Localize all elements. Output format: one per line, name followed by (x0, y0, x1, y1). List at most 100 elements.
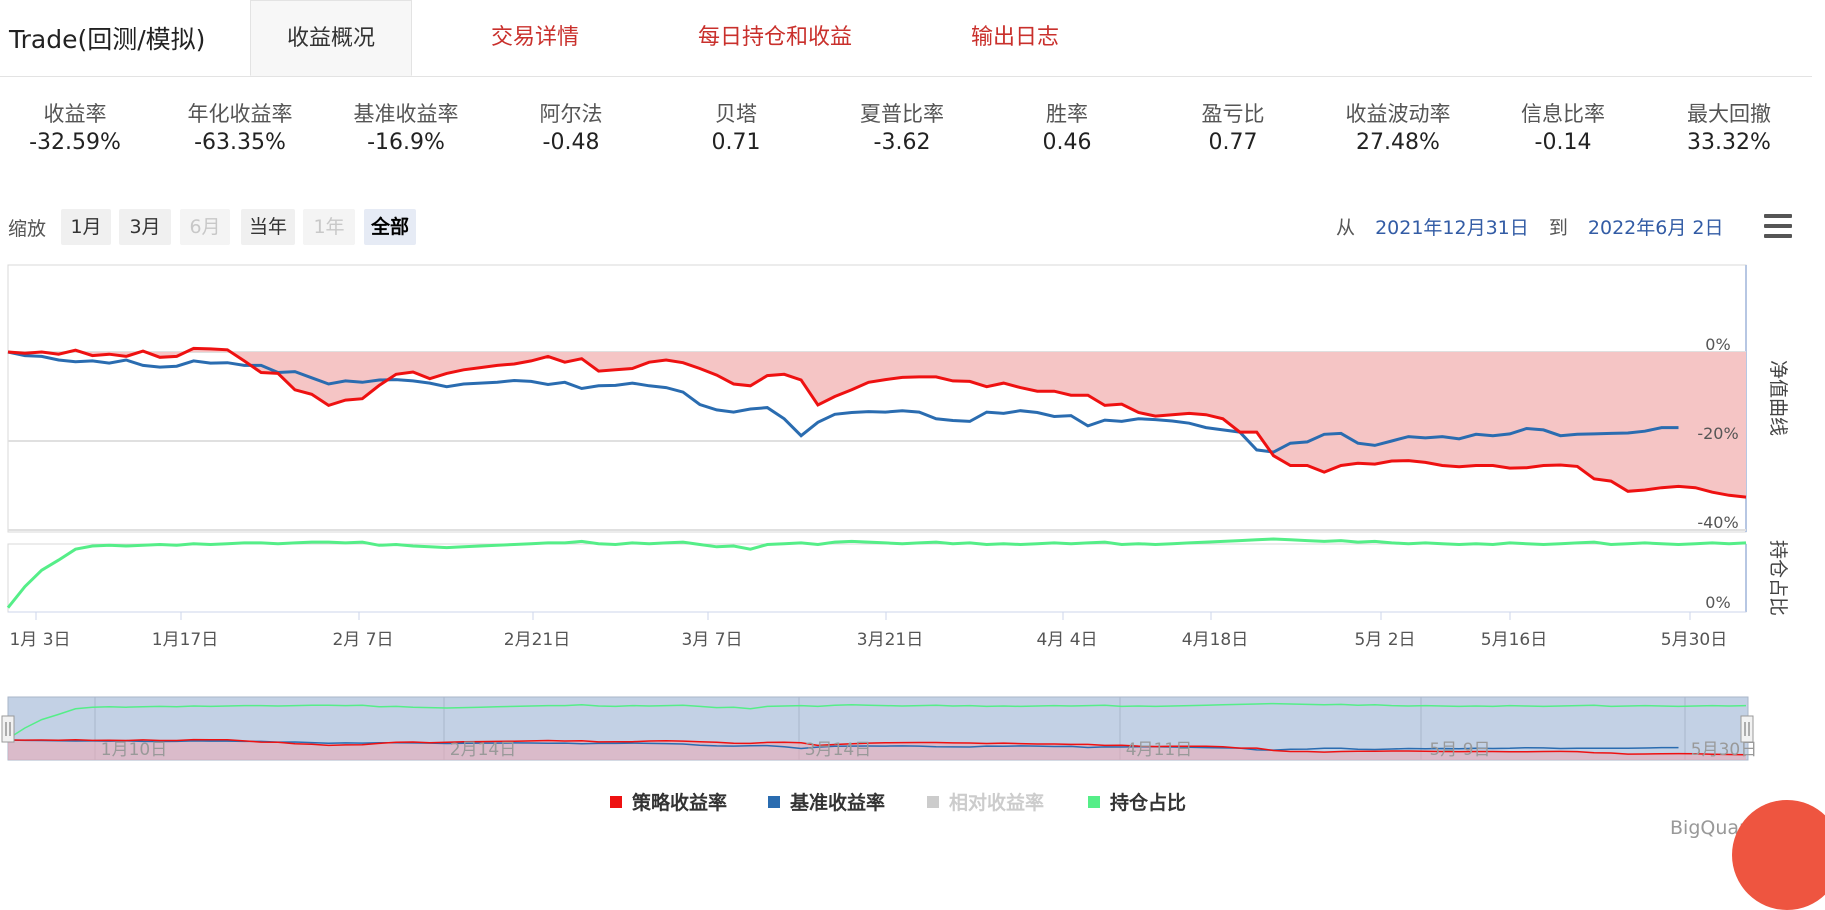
zoom-3m-button[interactable]: 3月 (119, 209, 171, 245)
range-from-date[interactable]: 2021年12月31日 (1375, 217, 1529, 239)
y-tick-minus40: -40% (1697, 513, 1738, 532)
legend-label: 基准收益率 (790, 792, 886, 814)
position-pane-frame (7, 543, 1747, 613)
metric-information-ratio: 信息比率 -0.14 (1488, 100, 1638, 158)
metric-return: 收益率 -32.59% (0, 100, 150, 158)
legend-label: 相对收益率 (949, 792, 1045, 814)
legend-label: 策略收益率 (632, 792, 728, 814)
range-to-word: 到 (1548, 217, 1568, 239)
zoom-ytd-button[interactable]: 当年 (241, 209, 295, 245)
x-tick-label: 1月17日 (152, 630, 218, 650)
metric-profit-loss-ratio: 盈亏比 0.77 (1158, 100, 1308, 158)
metric-label: 夏普比率 (860, 102, 944, 126)
metric-win-rate: 胜率 0.46 (992, 100, 1142, 158)
tab-overview[interactable]: 收益概况 (250, 0, 412, 76)
x-tick-label: 3月21日 (857, 630, 923, 650)
navigator-strategy-area (8, 739, 1746, 760)
tab-output-log[interactable]: 输出日志 (970, 25, 1059, 50)
navigator-tick-label: 3月14日 (805, 740, 871, 760)
zoom-6m-button[interactable]: 6月 (180, 209, 230, 245)
tab-daily-positions[interactable]: 每日持仓和收益 (697, 25, 852, 50)
metric-value: -0.48 (542, 130, 600, 155)
benchmark-line[interactable] (7, 350, 1679, 454)
x-tick-label: 2月21日 (504, 630, 570, 650)
metric-label: 年化收益率 (187, 102, 293, 126)
metric-label: 胜率 (1046, 102, 1088, 126)
x-tick-label: 1月 3日 (9, 630, 70, 650)
legend-swatch (768, 796, 780, 808)
legend-label: 持仓占比 (1110, 792, 1187, 814)
x-tick-label: 5月30日 (1661, 630, 1727, 650)
returns-chart[interactable]: 0% -20% -40% 净值曲线 0% 持仓占比 1月 3日 1月17日 2月 7… (0, 0, 1812, 785)
legend-item-position[interactable]: 持仓占比 (1088, 788, 1186, 815)
strategy-line[interactable] (7, 346, 1747, 499)
navigator-left-handle[interactable] (1, 715, 15, 743)
hamburger-menu-icon[interactable] (1764, 214, 1792, 238)
legend-item-benchmark[interactable]: 基准收益率 (768, 788, 885, 815)
navigator-tick-label: 4月11日 (1126, 740, 1192, 760)
x-tick-label: 5月 2日 (1354, 630, 1415, 650)
metric-label: 最大回撤 (1687, 102, 1771, 126)
metric-label: 信息比率 (1521, 102, 1605, 126)
position-pane-title: 持仓占比 (1767, 540, 1789, 616)
zoom-1y-button[interactable]: 1年 (303, 209, 355, 245)
metric-label: 收益波动率 (1345, 102, 1451, 126)
metric-label: 收益率 (43, 102, 107, 126)
navigator-right-handle[interactable] (1740, 715, 1754, 743)
metrics-row: 收益率 -32.59% 年化收益率 -63.35% 基准收益率 -16.9% 阿… (0, 100, 1812, 170)
zoom-label: 缩放 (8, 218, 47, 240)
date-range: 从 2021年12月31日 到 2022年6月 2日 (1336, 213, 1723, 240)
tab-trade-details[interactable]: 交易详情 (490, 25, 579, 50)
metric-max-drawdown: 最大回撤 33.32% (1654, 100, 1804, 158)
x-tick-label: 4月18日 (1182, 630, 1248, 650)
metric-annual-return: 年化收益率 -63.35% (165, 100, 315, 158)
navigator-tick-label: 5月 9日 (1429, 740, 1490, 760)
navigator-tick-label: 1月10日 (101, 740, 167, 760)
legend-item-strategy[interactable]: 策略收益率 (610, 788, 727, 815)
position-line[interactable] (6, 537, 1747, 609)
chart-legend: 策略收益率 基准收益率 相对收益率 持仓占比 (0, 788, 1812, 816)
legend-item-relative[interactable]: 相对收益率 (927, 788, 1044, 815)
metric-value: -32.59% (29, 130, 121, 155)
zoom-all-button[interactable]: 全部 (364, 209, 416, 245)
metric-label: 阿尔法 (539, 102, 603, 126)
navigator-position-line (7, 702, 1747, 740)
zoom-1m-button[interactable]: 1月 (61, 209, 111, 245)
metric-value: -16.9% (367, 130, 445, 155)
metric-value: 33.32% (1687, 130, 1771, 155)
metric-value: -0.14 (1534, 130, 1592, 155)
range-from-word: 从 (1336, 217, 1356, 239)
metric-value: 0.77 (1208, 130, 1258, 155)
metric-label: 贝塔 (715, 102, 757, 126)
app-title: Trade(回测/模拟) (9, 25, 206, 54)
metric-label: 基准收益率 (353, 102, 459, 126)
metric-label: 盈亏比 (1201, 102, 1265, 126)
metric-alpha: 阿尔法 -0.48 (496, 100, 646, 158)
navigator-tick-label: 2月14日 (450, 740, 516, 760)
metric-value: 0.46 (1042, 130, 1092, 155)
metric-volatility: 收益波动率 27.48% (1323, 100, 1473, 158)
x-tick-label: 4月 4日 (1036, 630, 1097, 650)
y-tick-position-0: 0% (1705, 593, 1730, 612)
legend-swatch (610, 796, 622, 808)
help-bubble[interactable] (1732, 800, 1825, 910)
metric-benchmark-return: 基准收益率 -16.9% (331, 100, 481, 158)
metric-sharpe: 夏普比率 -3.62 (827, 100, 977, 158)
navigator-strategy-line (7, 738, 1747, 756)
legend-swatch (1088, 796, 1100, 808)
metric-value: 0.71 (711, 130, 761, 155)
main-pane-title: 净值曲线 (1767, 360, 1789, 436)
metric-value: 27.48% (1356, 130, 1440, 155)
range-to-date[interactable]: 2022年6月 2日 (1587, 217, 1724, 239)
legend-swatch (927, 796, 939, 808)
x-tick-label: 2月 7日 (332, 630, 393, 650)
top-bar: Trade(回测/模拟) 收益概况 交易详情 每日持仓和收益 输出日志 (0, 0, 1812, 77)
y-tick-minus20: -20% (1697, 424, 1738, 443)
y-tick-0: 0% (1705, 335, 1730, 354)
x-tick-label: 3月 7日 (681, 630, 742, 650)
metric-beta: 贝塔 0.71 (661, 100, 811, 158)
strategy-area-fill (8, 348, 1746, 498)
x-tick-label: 5月16日 (1481, 630, 1547, 650)
metric-value: -3.62 (873, 130, 931, 155)
navigator-tick-label: 5月30日 (1691, 740, 1757, 760)
